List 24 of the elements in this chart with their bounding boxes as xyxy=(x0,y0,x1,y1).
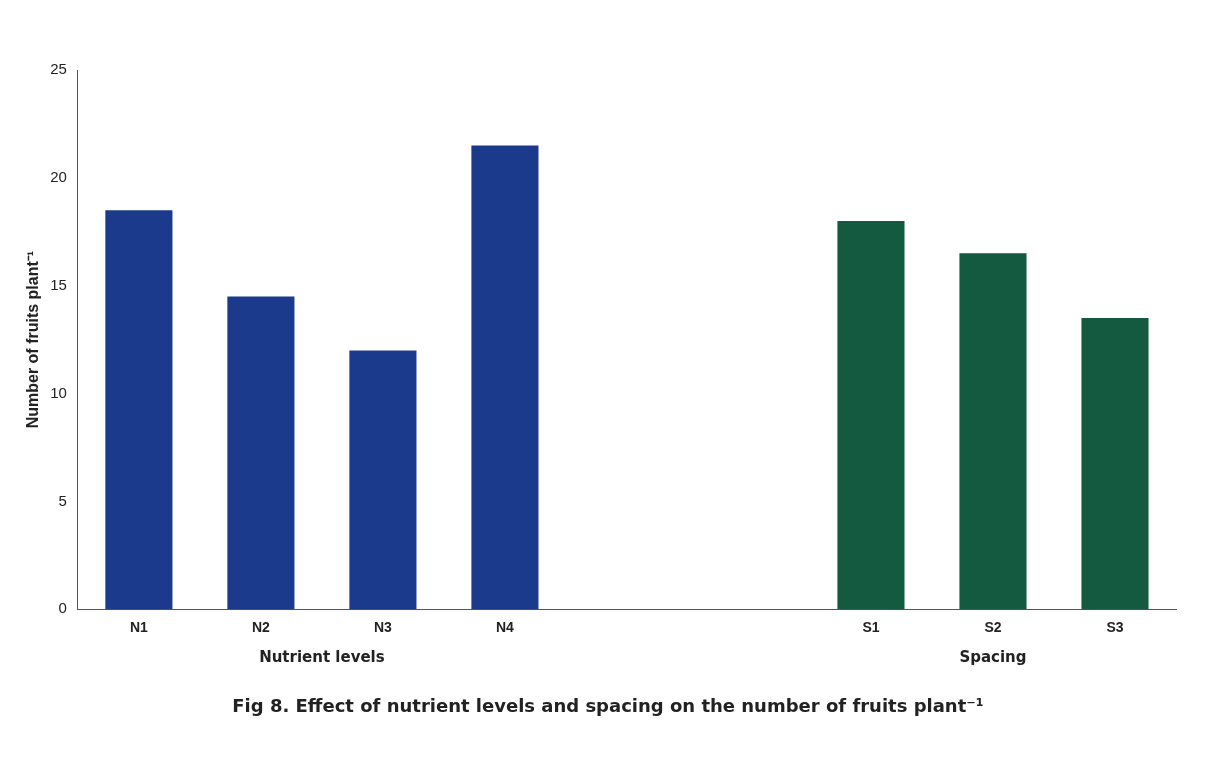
text: Fig 8. Effect of nutrient levels and spacing on the number of fruits plant⁻¹ xyxy=(231,695,985,716)
bar xyxy=(959,253,1027,610)
x-tick-label: S2 xyxy=(984,619,1002,636)
x-tick-label: S1 xyxy=(862,619,880,636)
text: Spacing xyxy=(959,648,1027,666)
y-tick-label: 5 xyxy=(58,491,67,509)
x-tick-label: S3 xyxy=(1106,619,1124,636)
y-tick-label: 20 xyxy=(50,167,67,185)
y-tick-label: 15 xyxy=(50,275,67,293)
y-tick-label: 25 xyxy=(50,60,67,78)
bar xyxy=(471,145,539,610)
bar xyxy=(349,350,417,610)
bar xyxy=(1081,318,1149,610)
bar xyxy=(105,210,173,610)
y-tick-label: 10 xyxy=(50,383,67,401)
x-tick-label: N1 xyxy=(129,619,149,636)
bar xyxy=(837,220,905,610)
y-axis-title: Number of fruits plant⁻¹ xyxy=(24,250,42,429)
y-tick-label: 0 xyxy=(58,599,67,617)
x-tick-label: N2 xyxy=(251,619,271,636)
bar xyxy=(227,296,295,610)
x-tick-label: N3 xyxy=(373,619,393,636)
text: Nutrient levels xyxy=(259,648,385,666)
x-tick-label: N4 xyxy=(495,619,515,636)
